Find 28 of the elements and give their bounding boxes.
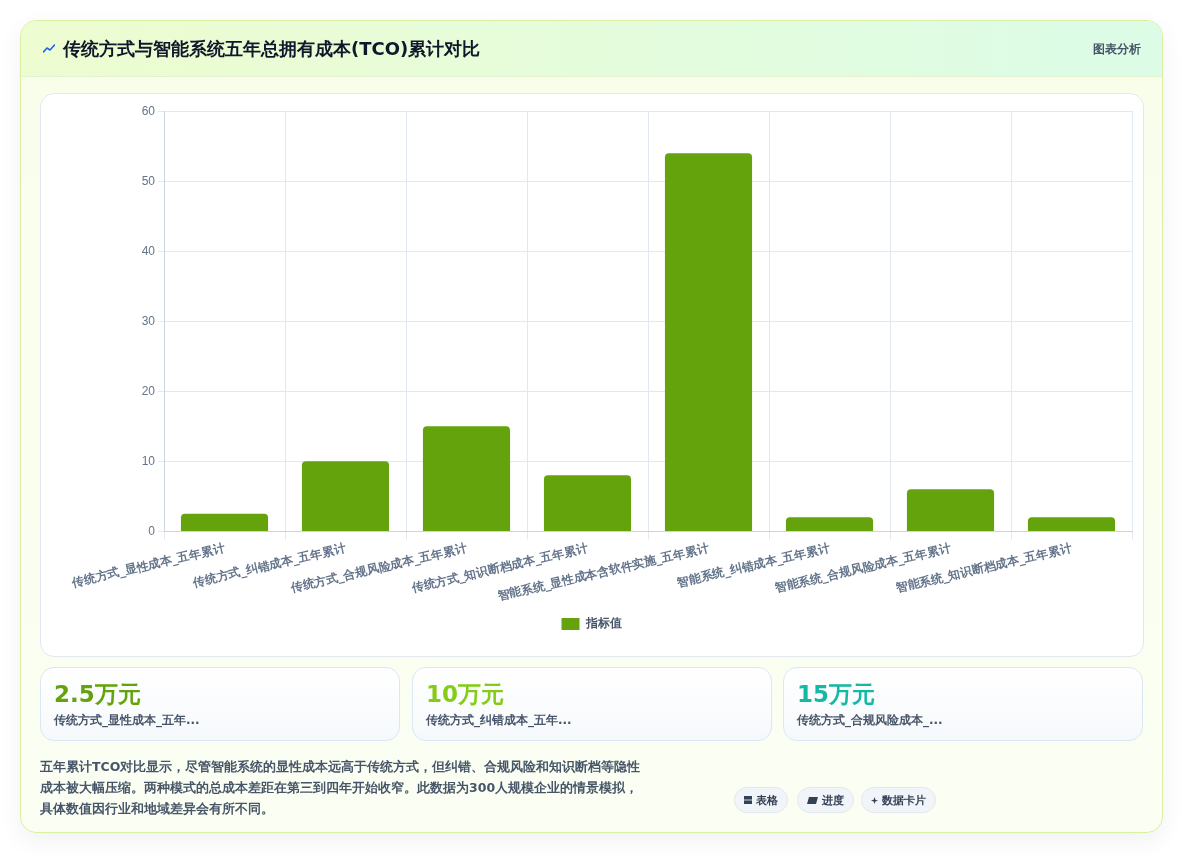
bar [664,153,753,531]
text: 传统方式_显性成本_五年... [54,712,200,728]
y-tick-label: 20 [141,383,156,398]
text: 15万元 [797,680,876,708]
y-tick-label: 50 [141,173,156,188]
bar [906,489,995,531]
text: 数据卡片 [882,792,926,808]
bar [785,517,874,531]
bar [543,475,632,531]
text: 五年累计TCO对比显示，尽管智能系统的显性成本远高于传统方式，但纠错、合规风险和知识断档等隐性成本被大幅压缩。两种模式的总成本差距在第三到四年开始收窄。此数据为300人规模企业的情景模拟，具体数值因行业和地域差异会有所不同。 [40,758,642,818]
text: 10万元 [426,680,505,708]
text: 进度 [822,792,844,808]
text: 2.5万元 [54,680,141,708]
text: 表格 [756,792,778,808]
y-tick-label: 10 [141,453,156,468]
text: 图表分析 [1093,41,1141,57]
y-tick-label: 60 [141,103,156,118]
bar [301,461,390,531]
legend-label: 指标值 [584,616,622,631]
bar [1027,517,1116,531]
y-tick-label: 0 [148,523,156,538]
y-tick-label: 30 [141,313,156,328]
chart-title: 传统方式与智能系统五年总拥有成本(TCO)累计对比 [63,37,481,61]
text: 传统方式_纠错成本_五年... [426,712,572,728]
y-tick-label: 40 [141,243,156,258]
bar [180,513,269,531]
bar [422,426,511,531]
text: 传统方式_合规风险成本_... [797,712,943,728]
